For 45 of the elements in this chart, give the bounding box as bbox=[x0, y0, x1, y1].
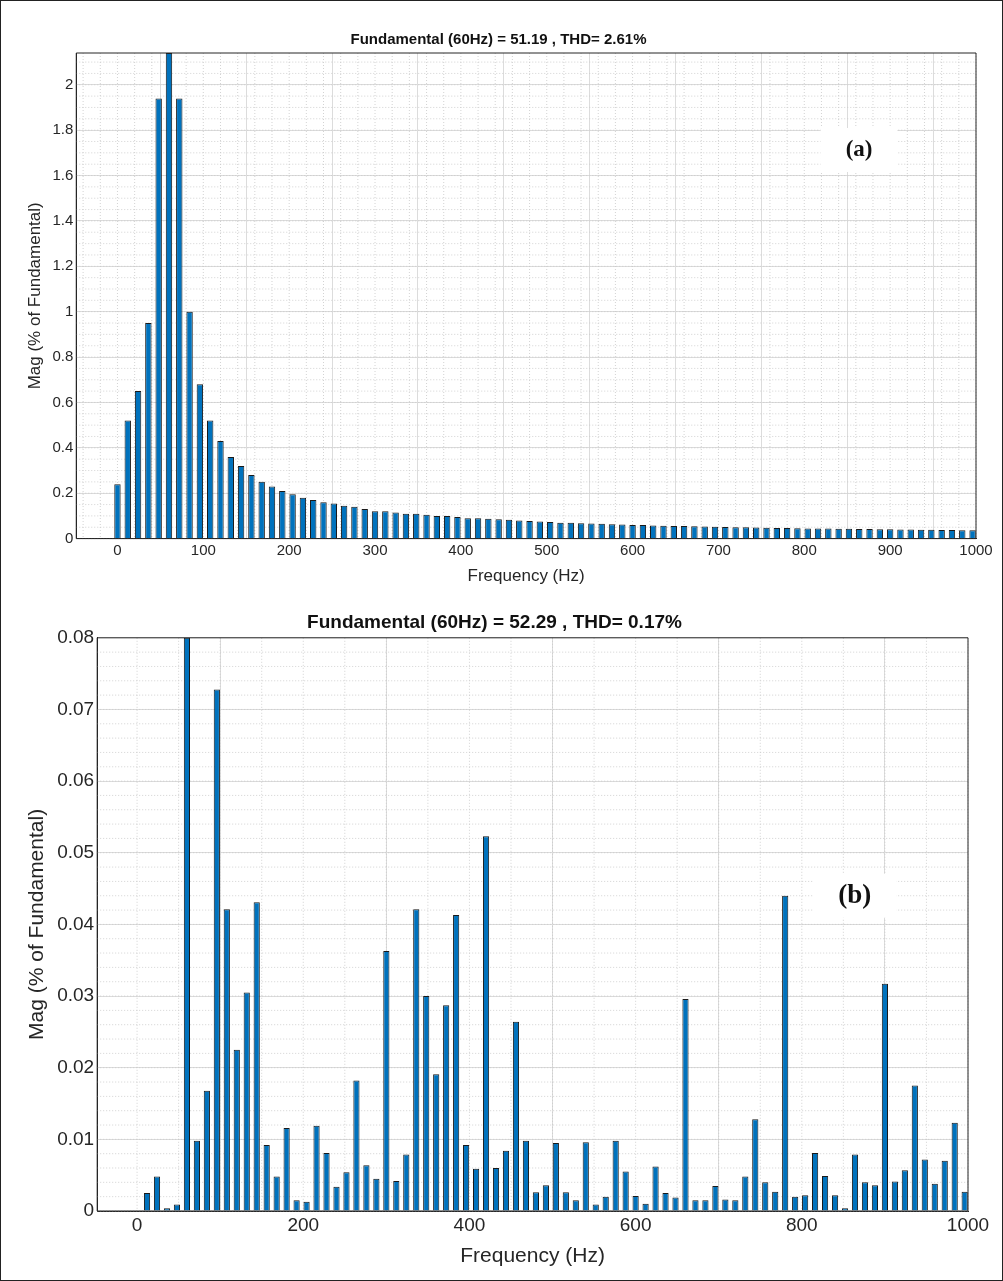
x-tick-label: 300 bbox=[362, 540, 388, 558]
x-axis-title: Frequency (Hz) bbox=[460, 1243, 605, 1267]
annotation: (a) bbox=[845, 136, 873, 162]
y-tick-label: 1.4 bbox=[52, 211, 74, 229]
y-tick-label: 0.04 bbox=[57, 912, 95, 934]
y-axis-title: Mag (% of Fundamental) bbox=[24, 202, 44, 390]
x-tick-label: 200 bbox=[287, 1213, 320, 1235]
x-tick-label: 400 bbox=[448, 540, 474, 558]
x-tick-label: 700 bbox=[705, 540, 731, 558]
x-tick-label: 900 bbox=[877, 540, 903, 558]
x-tick-label: 500 bbox=[534, 540, 560, 558]
x-tick-label: 400 bbox=[453, 1213, 486, 1235]
y-tick-label: 2 bbox=[64, 74, 74, 92]
y-tick-label: 0.6 bbox=[52, 392, 74, 410]
x-tick-label: 800 bbox=[791, 540, 817, 558]
y-tick-label: 0.05 bbox=[57, 840, 95, 862]
y-tick-label: 0.2 bbox=[52, 483, 74, 501]
x-tick-label: 0 bbox=[113, 540, 122, 558]
y-tick-label: 0.02 bbox=[57, 1055, 95, 1077]
y-tick-label: 0.06 bbox=[57, 769, 95, 791]
x-tick-label: 1000 bbox=[946, 1213, 990, 1235]
annotation: (b) bbox=[838, 878, 872, 909]
y-tick-label: 0.4 bbox=[52, 437, 74, 455]
y-axis-title: Mag (% of Fundamental) bbox=[24, 808, 48, 1040]
y-tick-label: 1.8 bbox=[52, 120, 74, 138]
x-tick-label: 1000 bbox=[959, 540, 993, 558]
y-tick-label: 0.07 bbox=[57, 697, 95, 719]
x-axis-title: Frequency (Hz) bbox=[467, 566, 585, 586]
x-tick-label: 600 bbox=[619, 1213, 652, 1235]
y-tick-label: 0.03 bbox=[57, 984, 95, 1006]
x-tick-label: 100 bbox=[190, 540, 216, 558]
y-tick-label: 0.08 bbox=[57, 626, 95, 648]
x-tick-label: 0 bbox=[131, 1213, 143, 1235]
y-tick-label: 1.2 bbox=[52, 256, 74, 274]
chart-title: Fundamental (60Hz) = 52.29 , THD= 0.17% bbox=[307, 610, 683, 632]
y-tick-label: 0.01 bbox=[57, 1127, 95, 1149]
y-tick-label: 0 bbox=[64, 528, 74, 546]
y-tick-label: 1 bbox=[64, 301, 74, 319]
x-tick-label: 600 bbox=[620, 540, 646, 558]
y-tick-label: 1.6 bbox=[52, 165, 74, 183]
x-tick-label: 800 bbox=[785, 1213, 818, 1235]
y-tick-label: 0.8 bbox=[52, 347, 74, 365]
y-tick-label: 0 bbox=[83, 1199, 95, 1221]
chart-title: Fundamental (60Hz) = 51.19 , THD= 2.61% bbox=[350, 30, 647, 48]
x-tick-label: 200 bbox=[276, 540, 302, 558]
